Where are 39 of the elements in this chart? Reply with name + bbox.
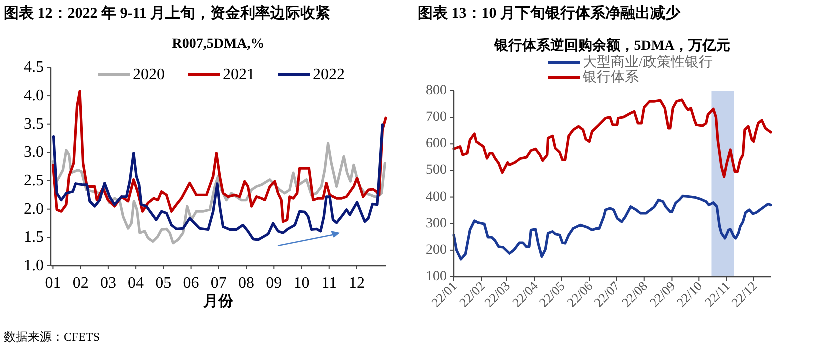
chart-subtitle: R007,5DMA,% xyxy=(172,37,265,52)
legend-label: 银行体系 xyxy=(582,70,639,86)
x-tick-label: 04 xyxy=(128,275,144,292)
legend-label: 2021 xyxy=(223,66,255,84)
y-tick-label: 800 xyxy=(426,84,447,98)
legend-label: 2020 xyxy=(133,66,165,84)
y-tick-label: 4.0 xyxy=(24,88,44,105)
y-tick-label: 2.0 xyxy=(24,200,44,218)
y-tick-label: 200 xyxy=(426,242,447,258)
y-tick-label: 300 xyxy=(426,216,447,232)
y-tick-label: 500 xyxy=(426,163,447,178)
chart-subtitle: 银行体系逆回购余额，5DMA，万亿元 xyxy=(493,37,731,54)
chart-title: 图表 12：2022 年 9-11 月上旬，资金利率边际收紧 xyxy=(4,4,331,22)
chart-title: 图表 13：10 月下旬银行体系净融出减少 xyxy=(418,5,682,22)
x-tick-label: 03 xyxy=(100,275,116,292)
y-tick-label: 3.0 xyxy=(24,144,44,162)
y-tick-label: 400 xyxy=(426,190,447,205)
x-tick-label: 07 xyxy=(210,275,227,292)
y-tick-label: 3.5 xyxy=(24,116,44,133)
legend-label: 大型商业/政策性银行 xyxy=(583,54,713,70)
x-axis-title: 月份 xyxy=(202,293,234,310)
x-tick-label: 11 xyxy=(322,275,338,292)
x-tick-label: 09 xyxy=(266,275,282,292)
x-tick-label: 02 xyxy=(72,275,89,292)
x-tick-label: 08 xyxy=(238,275,255,292)
x-tick-label: 10 xyxy=(294,275,310,292)
x-tick-label: 06 xyxy=(183,275,200,292)
y-tick-label: 2.5 xyxy=(24,172,44,190)
y-tick-label: 600 xyxy=(426,136,447,152)
x-tick-label: 01 xyxy=(45,275,62,292)
y-tick-label: 700 xyxy=(426,110,447,126)
legend-label: 2022 xyxy=(313,66,345,84)
x-tick-label: 12 xyxy=(349,275,365,292)
source-note: 数据来源：CFETS xyxy=(4,330,100,344)
y-tick-label: 1.5 xyxy=(24,229,44,246)
y-tick-label: 100 xyxy=(426,270,447,284)
y-tick-label: 1.0 xyxy=(24,258,44,274)
y-tick-label: 4.5 xyxy=(24,59,44,76)
x-tick-label: 05 xyxy=(156,275,172,292)
